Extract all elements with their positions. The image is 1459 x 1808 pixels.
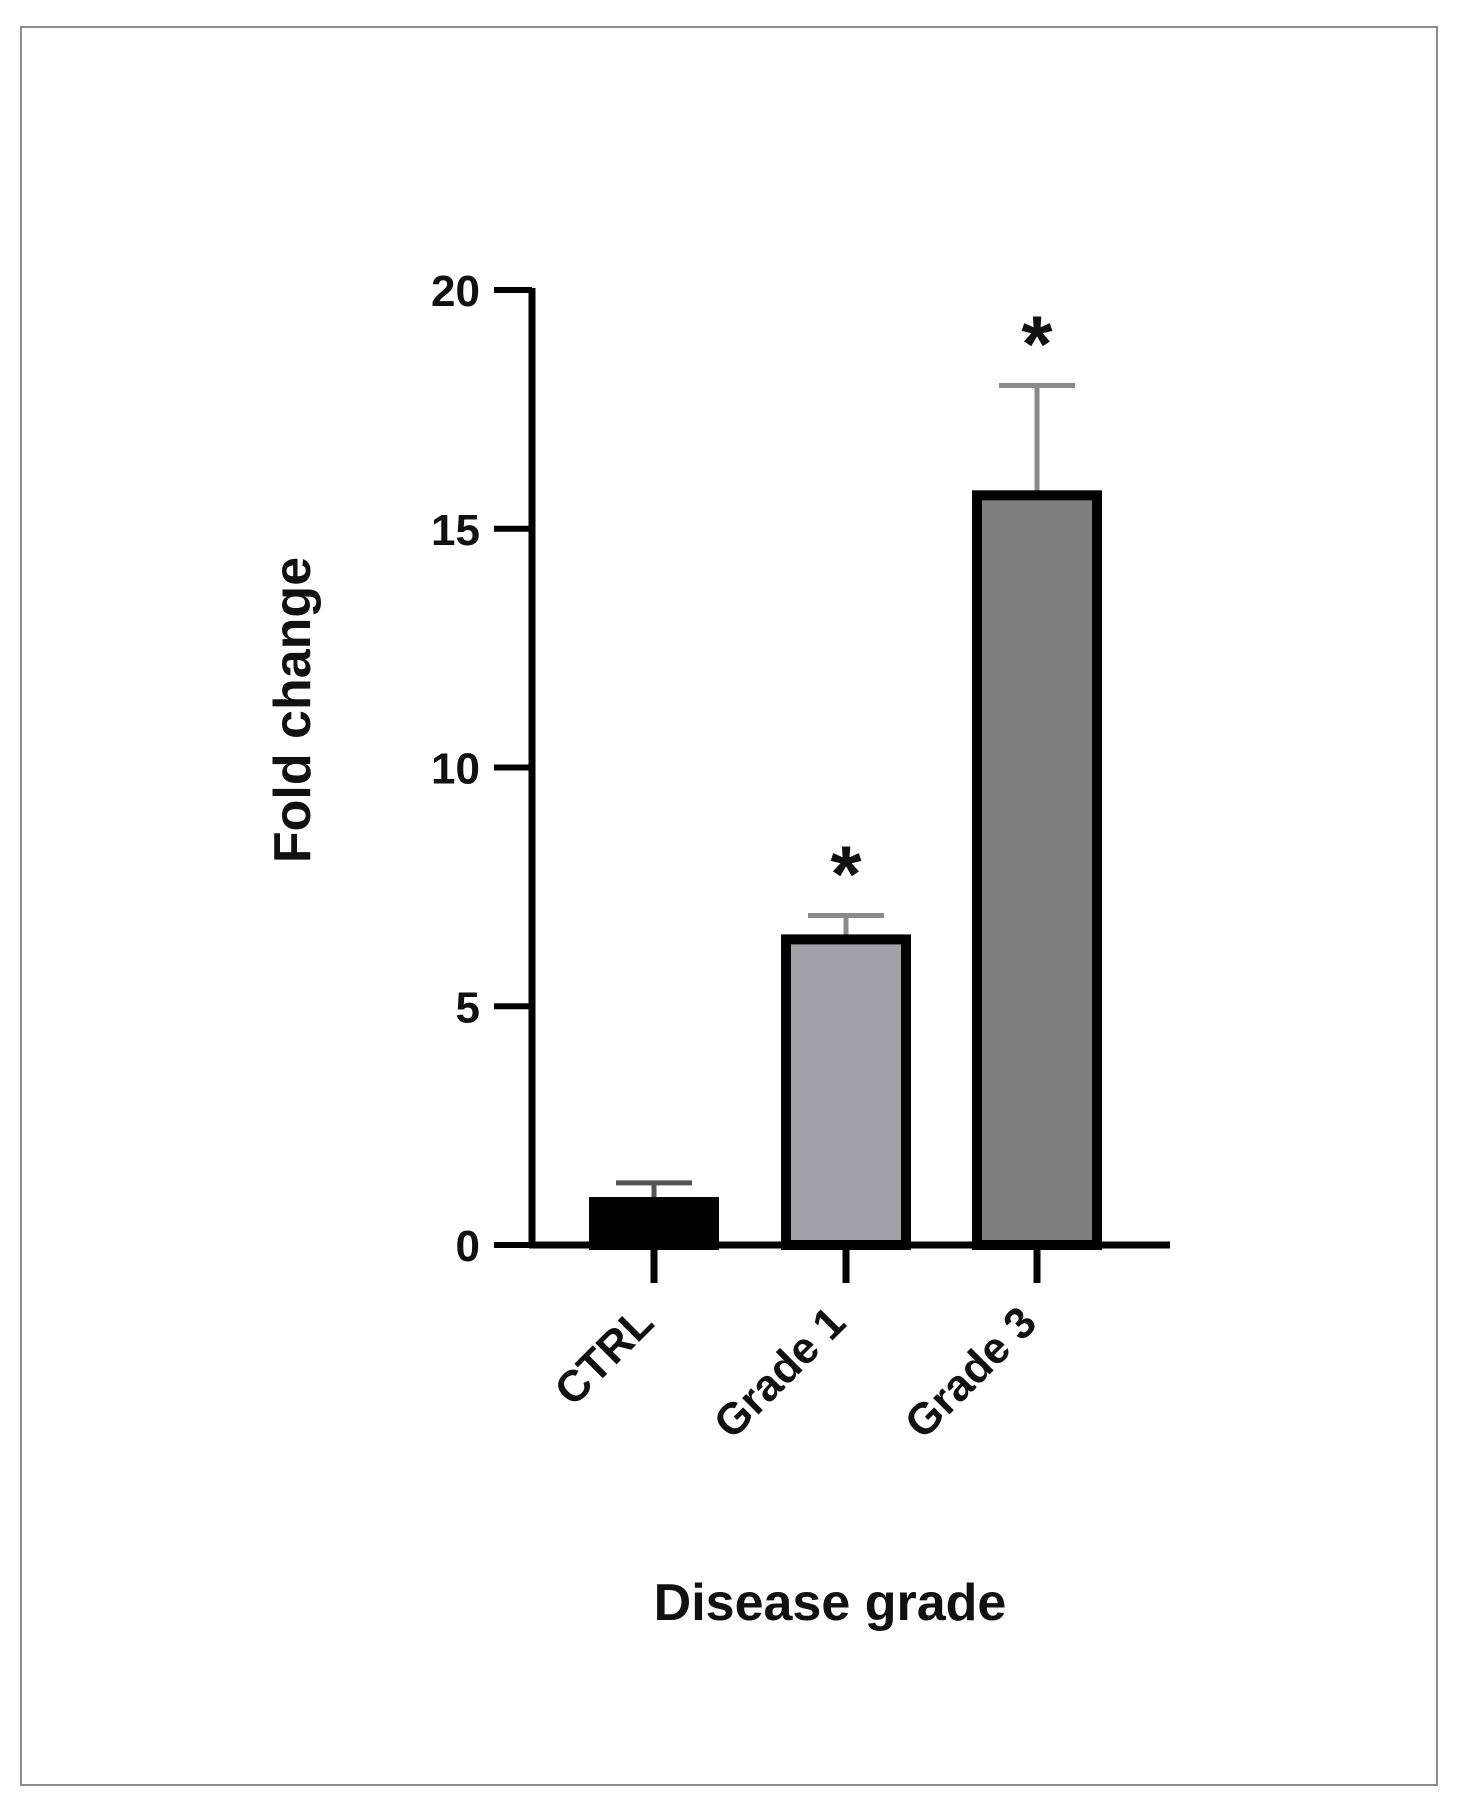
bar-grade-3: [972, 490, 1102, 1250]
y-axis-title: Fold change: [264, 557, 322, 863]
bar-ctrl: [589, 1197, 719, 1251]
y-tick-label: 5: [456, 983, 480, 1032]
y-tick-label: 20: [431, 267, 480, 316]
bars-layer: **: [589, 300, 1102, 1251]
x-category-label: Grade 1: [705, 1297, 856, 1448]
significance-mark: *: [830, 830, 862, 919]
x-axis-title: Disease grade: [654, 1574, 1007, 1632]
y-tick-label: 0: [456, 1222, 480, 1271]
y-tick-label: 10: [431, 745, 480, 794]
y-tick-label: 15: [431, 506, 480, 555]
x-category-label: Grade 3: [896, 1297, 1047, 1448]
significance-mark: *: [1021, 300, 1053, 389]
x-category-label: CTRL: [545, 1297, 663, 1415]
chart-frame: [20, 26, 1438, 1786]
bar-grade-1: [781, 934, 911, 1251]
